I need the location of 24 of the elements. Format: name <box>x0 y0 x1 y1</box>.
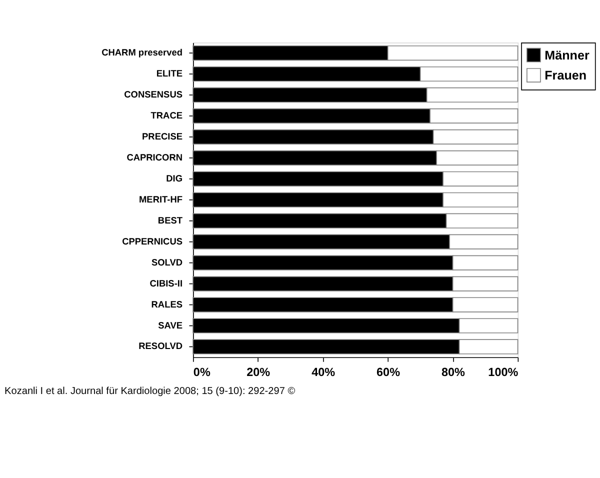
y-tick-label: ELITE <box>156 68 183 79</box>
y-tick-label: RESOLVD <box>138 341 183 352</box>
legend-label: Frauen <box>544 68 587 82</box>
y-tick-label: CHARM preserved <box>102 48 183 58</box>
y-tick-label: CIBIS-II <box>150 278 183 288</box>
y-tick-label: PRECISE <box>142 131 183 142</box>
x-tick-label: 100% <box>488 366 519 380</box>
y-tick-label: RALES <box>151 299 183 310</box>
x-tick-label: 0% <box>193 366 211 380</box>
x-tick-label: 80% <box>441 366 466 380</box>
y-tick-label: BEST <box>158 215 183 226</box>
y-tick-label: SAVE <box>158 320 183 330</box>
y-tick-label: SOLVD <box>151 257 183 268</box>
x-tick-label: 40% <box>312 366 336 380</box>
x-tick-label: 60% <box>376 366 401 380</box>
x-tick-label: 20% <box>246 366 271 380</box>
legend-label: Männer <box>544 48 590 62</box>
y-tick-label: CAPRICORN <box>126 152 183 162</box>
y-tick-label: DIG <box>166 173 183 184</box>
y-tick-label: CPPERNICUS <box>122 236 183 246</box>
y-tick-label: TRACE <box>150 110 183 120</box>
text: Kozanli I et al. Journal für Kardiologie 2008; 15 (9-10): 292-297 © <box>4 386 296 398</box>
y-tick-label: CONSENSUS <box>124 90 183 100</box>
y-tick-label: MERIT-HF <box>138 194 183 204</box>
